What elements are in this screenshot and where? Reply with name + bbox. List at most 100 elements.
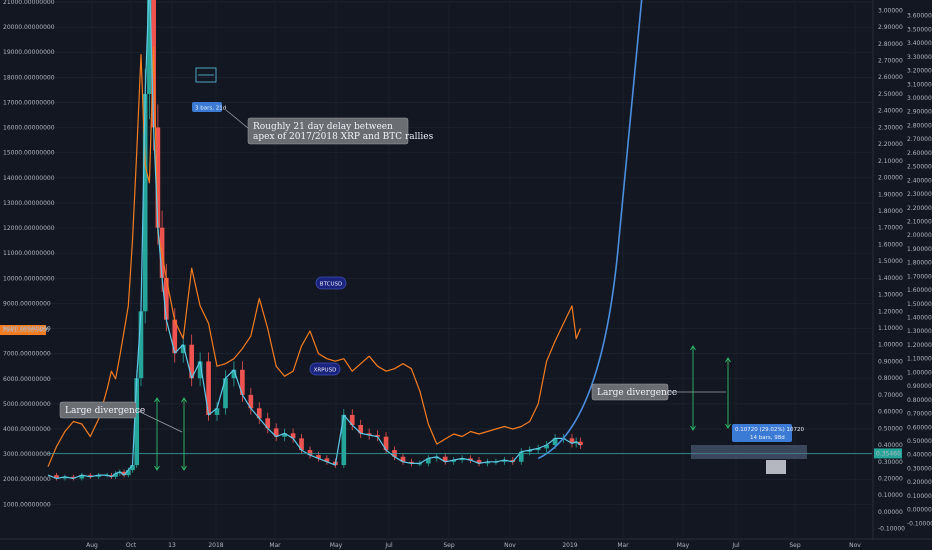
right-outer-tick-label: 0.50000 [907,438,932,445]
x-tick-label: Sep [789,542,801,549]
candle-body [197,361,203,379]
right-inner-tick-label: 0.50000 [878,425,903,432]
right-outer-tick-label: 1.20000 [907,342,932,349]
right-outer-tick-label: 2.80000 [907,122,932,129]
candle-body [163,277,169,320]
left-divergence-callout-text: Large divergence [65,406,145,416]
xrp-price-marker: 0.35460 [874,448,902,459]
left-tick-label: 9000.00000000 [3,300,51,307]
arrow-head-down [154,465,160,471]
candle-body [117,471,123,474]
right-inner-tick-label: 2.60000 [878,74,903,81]
measure-label: 0.10720 (29.02%) 10720 14 bars, 98d [732,424,805,442]
right-outer-tick-label: 1.50000 [907,301,932,308]
left-tick-label: 19000.00000000 [3,49,55,56]
measure-range-box [691,445,807,459]
left-tick-label: 14000.00000000 [3,175,55,182]
candle-body [535,448,541,451]
x-tick-label: Mar [269,542,281,549]
candle-body [434,456,440,459]
left-tick-label: 7000.00000000 [3,351,51,358]
candle-body [476,460,482,464]
apex-callout-pointer [225,109,249,129]
candle-body [527,450,533,452]
candle-body [138,311,144,379]
candle-body [240,369,245,395]
right-inner-tick-label: 0.90000 [878,358,903,365]
right-inner-tick-label: 2.20000 [878,141,903,148]
right-inner-tick-label: 0.60000 [878,409,903,416]
apex-range-label: 3 bars, 21d [192,102,226,112]
btc-price-marker-text: 7941.30305400 [2,327,50,334]
right-outer-tick-label: 2.10000 [907,218,932,225]
candle-body [299,438,304,451]
right-inner-tick-label: 2.30000 [878,124,903,131]
right-outer-tick-label: 0.80000 [907,397,932,404]
candle-body [290,433,296,439]
left-divergence-pointer [135,409,183,433]
candle-body [214,408,220,415]
left-tick-label: 18000.00000000 [3,74,55,81]
apex-callout-text: apex of 2017/2018 XRP and BTC rallies [253,132,434,142]
right-inner-tick-label: 1.20000 [878,308,903,315]
right-inner-tick-label: 2.40000 [878,108,903,115]
candle-body [518,451,524,462]
candle-body [142,93,148,312]
xrp-price-marker-box [874,448,902,459]
right-outer-tick-label: 2.60000 [907,150,932,157]
candle-body [273,428,279,437]
right-divergence-callout: Large divergence [591,383,677,401]
right-outer-tick-label: 1.70000 [907,273,932,280]
right-outer-tick-label: 0.40000 [907,452,932,459]
left-tick-label: 12000.00000000 [3,225,55,232]
candle-body [62,476,68,479]
xrp-label-pill-box [309,362,341,376]
x-tick-label: Sep [443,542,455,549]
candle-body [544,445,549,449]
x-tick-label: Jul [731,542,740,549]
measure-label-line2: 14 bars, 98d [750,435,785,441]
candle-body [265,418,271,429]
left-tick-label: 17000.00000000 [3,99,55,106]
candle-body [206,361,211,415]
right-inner-tick-label: 1.80000 [878,208,903,215]
right-outer-tick-label: 2.40000 [907,177,932,184]
right-inner-tick-label: 2.90000 [878,24,903,31]
right-inner-tick-label: 2.50000 [878,91,903,98]
left-tick-label: 10000.00000000 [3,275,55,282]
right-inner-tick-label: 1.30000 [878,292,903,299]
right-inner-tick-label: 1.60000 [878,241,903,248]
right-outer-tick-label: 3.00000 [907,95,932,102]
candle-body [130,465,135,471]
right-inner-tick-label: 1.70000 [878,225,903,232]
right-inner-tick-label: 1.50000 [878,258,903,265]
candle-body [96,475,102,477]
candle-body [87,475,93,477]
arrow-head-up [725,357,731,363]
right-inner-tick-label: 1.40000 [878,275,903,282]
left-tick-label: 15000.00000000 [3,150,55,157]
right-outer-tick-label: 1.40000 [907,315,932,322]
candle-body [180,344,186,354]
right-outer-tick-label: 3.20000 [907,68,932,75]
right-outer-tick-label: 3.60000 [907,13,932,20]
arrow-head-down [690,425,696,431]
right-outer-tick-label: 2.30000 [907,191,932,198]
right-outer-tick-label: 1.60000 [907,287,932,294]
right-inner-tick-label: 0.80000 [878,375,903,382]
candle-body [442,456,448,462]
right-outer-tick-label: 0.90000 [907,383,932,390]
right-inner-tick-label: 1.00000 [878,342,903,349]
measure-handle [766,460,786,474]
candle-body [256,408,262,419]
candle-body [383,436,389,451]
right-inner-tick-label: -0.10000 [878,526,905,533]
projection-curve [537,0,643,460]
left-tick-label: 1000.00000000 [3,501,51,508]
left-tick-label: 21000.00000000 [3,0,55,6]
right-inner-tick-label: 2.80000 [878,41,903,48]
left-divergence-callout: Large divergence [59,401,145,419]
